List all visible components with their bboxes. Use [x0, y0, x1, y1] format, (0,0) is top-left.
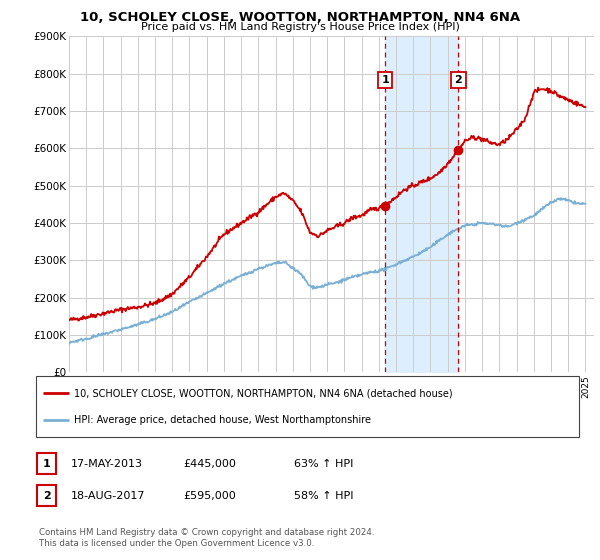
Text: 2: 2: [454, 75, 462, 85]
Text: 1: 1: [43, 459, 50, 469]
Text: 17-MAY-2013: 17-MAY-2013: [71, 459, 143, 469]
Text: 10, SCHOLEY CLOSE, WOOTTON, NORTHAMPTON, NN4 6NA: 10, SCHOLEY CLOSE, WOOTTON, NORTHAMPTON,…: [80, 11, 520, 24]
Text: 18-AUG-2017: 18-AUG-2017: [71, 491, 145, 501]
Text: 58% ↑ HPI: 58% ↑ HPI: [294, 491, 353, 501]
Text: 2: 2: [43, 491, 50, 501]
Text: HPI: Average price, detached house, West Northamptonshire: HPI: Average price, detached house, West…: [74, 415, 371, 425]
Text: 1: 1: [382, 75, 389, 85]
Text: Contains HM Land Registry data © Crown copyright and database right 2024.
This d: Contains HM Land Registry data © Crown c…: [39, 528, 374, 548]
Text: £445,000: £445,000: [183, 459, 236, 469]
Text: £595,000: £595,000: [183, 491, 236, 501]
Text: 63% ↑ HPI: 63% ↑ HPI: [294, 459, 353, 469]
Text: 10, SCHOLEY CLOSE, WOOTTON, NORTHAMPTON, NN4 6NA (detached house): 10, SCHOLEY CLOSE, WOOTTON, NORTHAMPTON,…: [74, 388, 452, 398]
Text: Price paid vs. HM Land Registry's House Price Index (HPI): Price paid vs. HM Land Registry's House …: [140, 22, 460, 32]
